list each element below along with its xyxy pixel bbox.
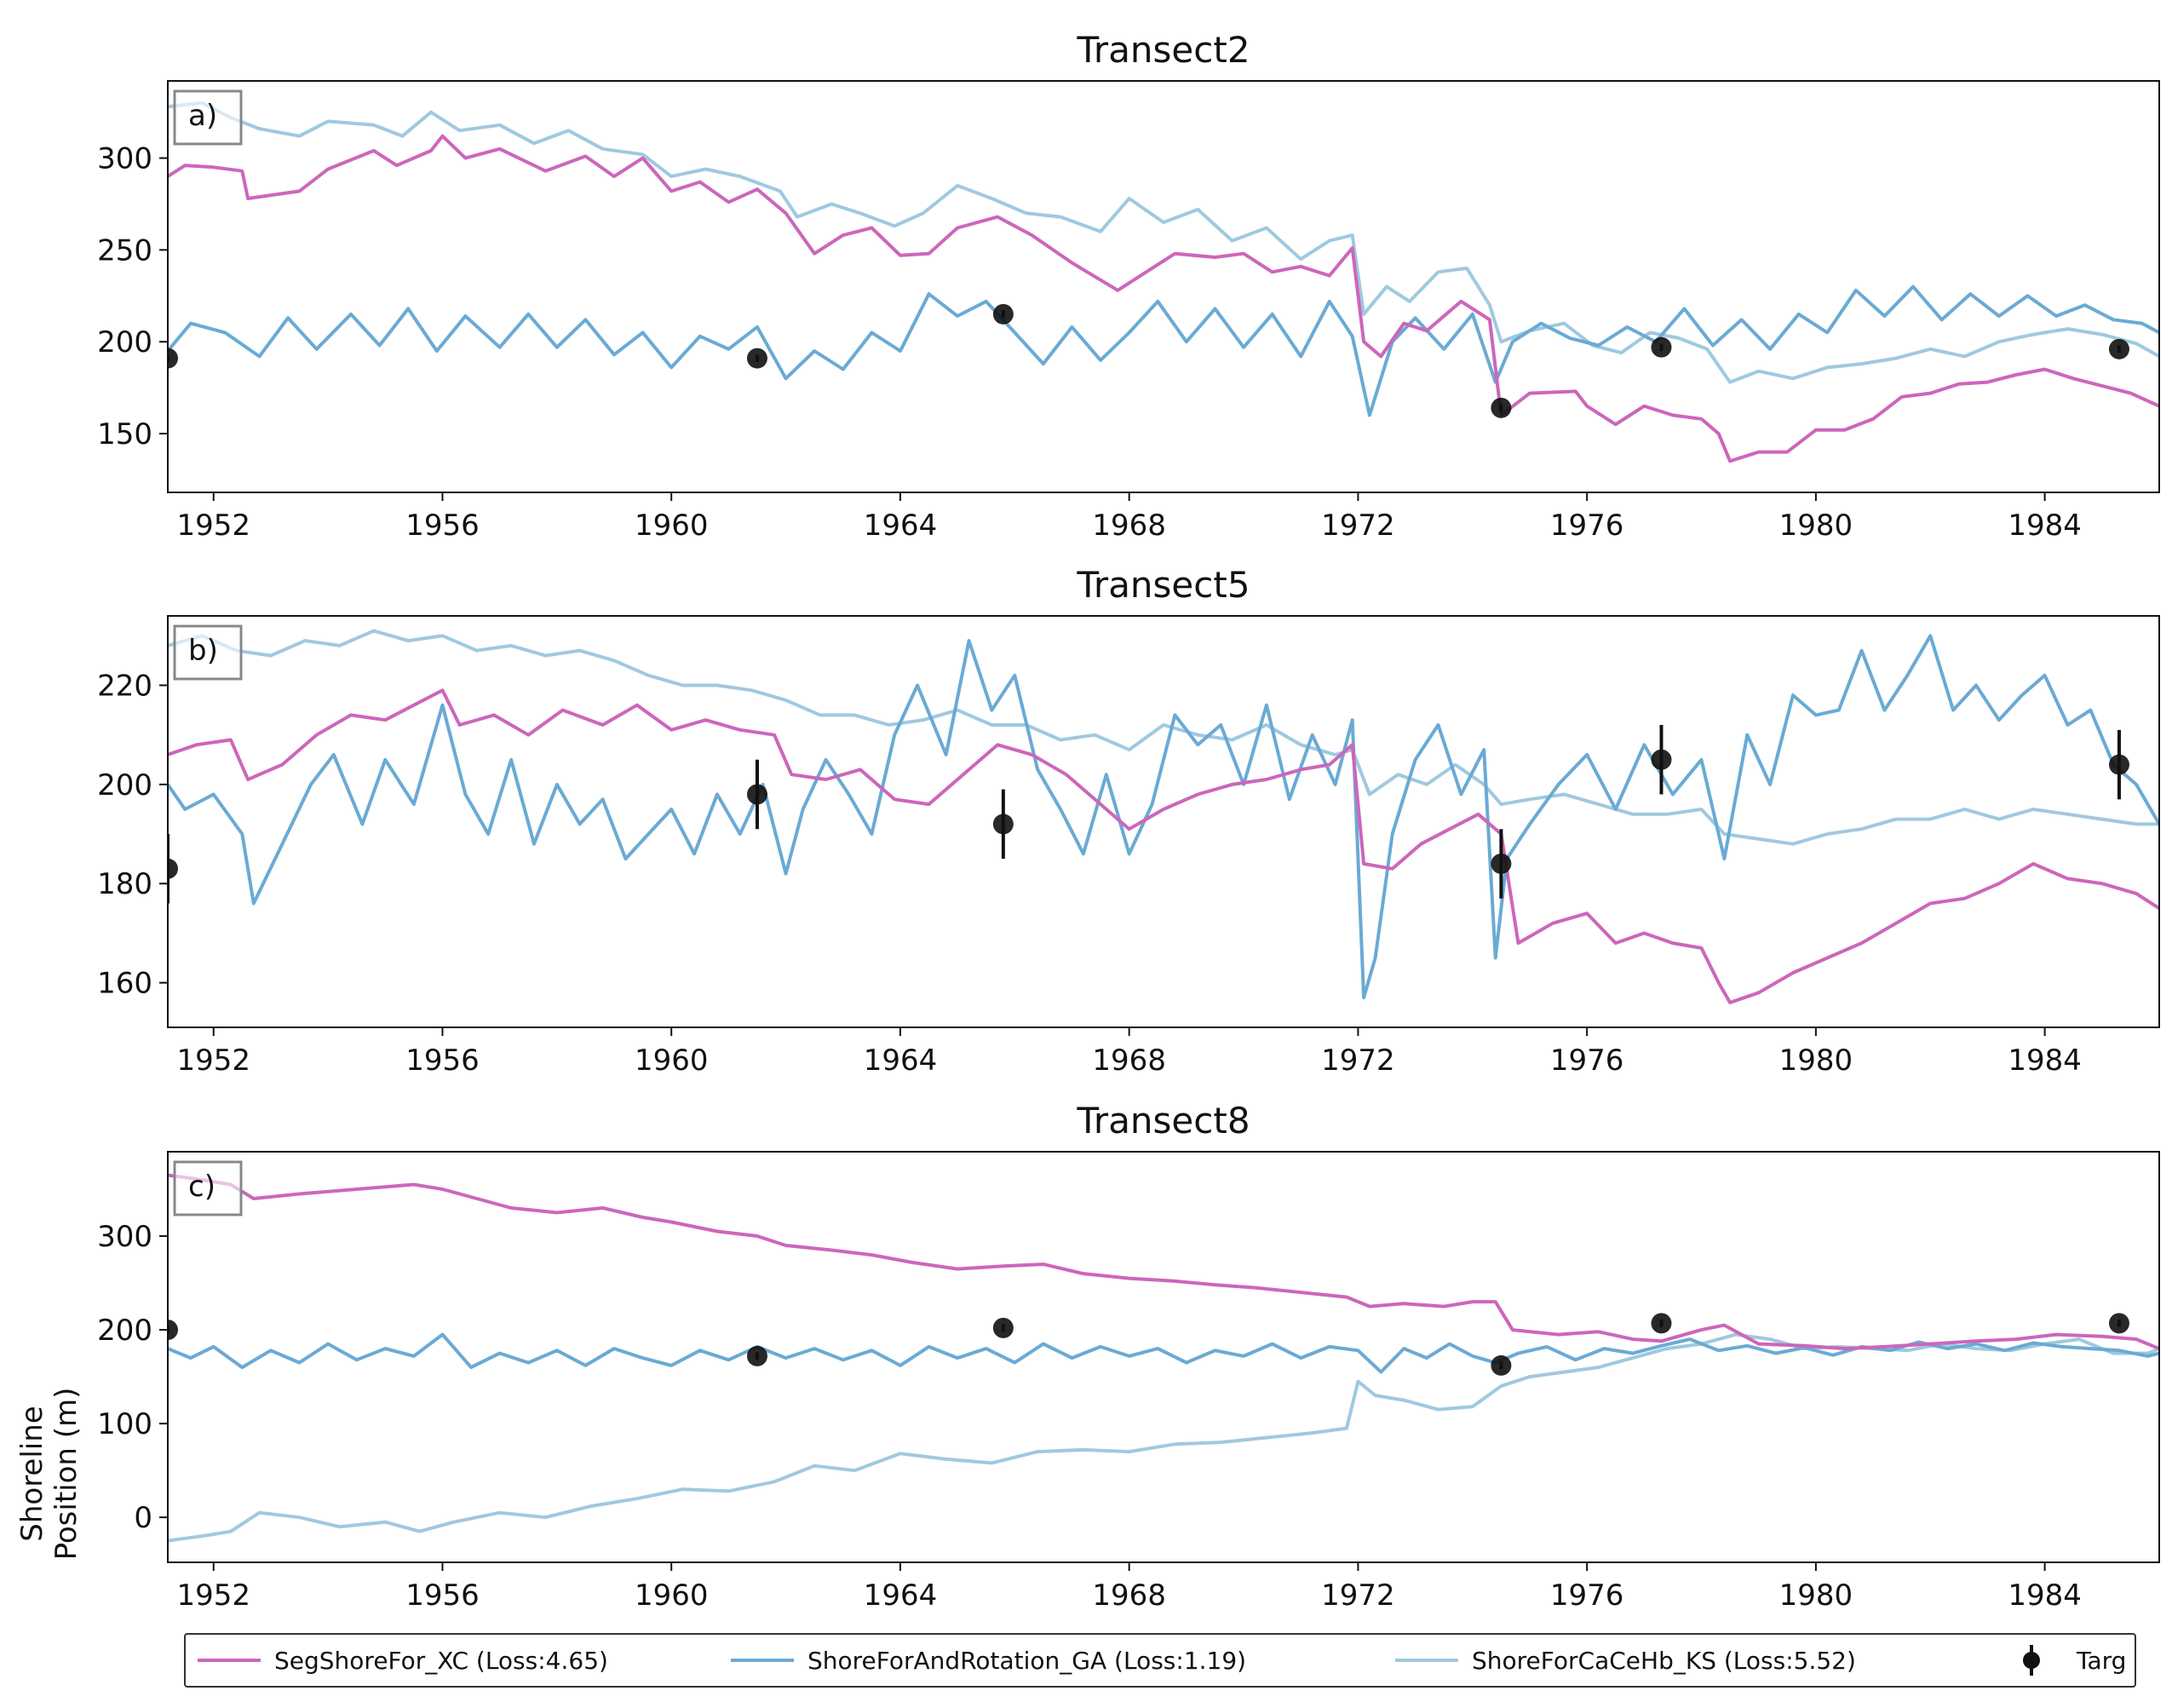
target-point <box>2108 338 2129 359</box>
legend-label-shoreforcacehb: ShoreForCaCeHb_KS (Loss:5.52) <box>1472 1646 1856 1675</box>
target-point <box>992 303 1014 325</box>
panel-title: Transect5 <box>1076 564 1250 606</box>
series-line-SegShoreFor_XC <box>168 688 2159 1004</box>
x-tick-label: 1960 <box>635 1579 709 1613</box>
panel-label: a) <box>188 99 217 133</box>
legend-swatch-segshorefor <box>198 1659 261 1662</box>
target-point <box>168 1320 178 1341</box>
legend-swatch-shoreforcacehb <box>1395 1659 1458 1662</box>
x-tick-label: 1980 <box>1779 509 1853 543</box>
x-tick-label: 1972 <box>1321 1044 1395 1078</box>
panel-1: Transect2 1952 1956 1960 1964 1968 1972 1976 198… <box>97 29 2160 543</box>
legend-item-shoreforcacehb: ShoreForCaCeHb_KS (Loss:5.52) <box>1395 1635 1856 1686</box>
y-tick-label: 300 <box>97 142 152 176</box>
target-point <box>992 1317 1014 1338</box>
panel-label: b) <box>188 634 218 668</box>
legend-label-targ: Targ <box>2077 1646 2127 1675</box>
target-point <box>168 348 178 369</box>
target-point <box>2108 1313 2129 1334</box>
panel-label-box <box>173 1160 243 1216</box>
series-line-SegShoreFor_XC <box>168 1173 2159 1351</box>
x-tick-label: 1952 <box>176 1044 250 1078</box>
panel-title: Transect2 <box>1076 29 1250 71</box>
target-point <box>746 348 767 369</box>
x-tick-label: 1984 <box>2008 1044 2082 1078</box>
panel-title: Transect8 <box>1076 1100 1250 1142</box>
y-tick-label: 180 <box>97 867 152 901</box>
x-tick-label: 1968 <box>1092 509 1166 543</box>
legend-swatch-targ <box>2000 1639 2063 1682</box>
legend-item-segshorefor: SegShoreFor_XC (Loss:4.65) <box>198 1635 608 1686</box>
x-tick-label: 1968 <box>1092 1579 1166 1613</box>
y-tick-label: 300 <box>97 1220 152 1254</box>
x-tick-label: 1956 <box>405 1044 480 1078</box>
panel-2: Transect5 1952 1956 1960 1964 1968 1972 1976 198… <box>97 564 2160 1078</box>
x-tick-label: 1984 <box>2008 509 2082 543</box>
x-tick-label: 1976 <box>1550 1579 1624 1613</box>
x-tick-label: 1972 <box>1321 509 1395 543</box>
legend: SegShoreFor_XC (Loss:4.65) ShoreForAndRo… <box>184 1633 2136 1688</box>
y-tick-label: 100 <box>97 1407 152 1441</box>
x-tick-label: 1980 <box>1779 1579 1853 1613</box>
target-point <box>1651 1313 1672 1334</box>
x-tick-label: 1972 <box>1321 1579 1395 1613</box>
plot-area <box>168 101 2159 463</box>
series-line-ShoreForAndRotation_GA <box>168 285 2159 417</box>
x-tick-label: 1980 <box>1779 1044 1853 1078</box>
series-line-ShoreForAndRotation_GA <box>168 1332 2159 1374</box>
plot-area <box>168 1173 2159 1543</box>
x-tick-label: 1952 <box>176 509 250 543</box>
x-tick-label: 1956 <box>405 509 480 543</box>
series-line-ShoreForAndRotation_GA <box>168 634 2159 1000</box>
target-point <box>1491 397 1512 418</box>
x-tick-label: 1984 <box>2008 1579 2082 1613</box>
x-tick-label: 1976 <box>1550 509 1624 543</box>
target-point <box>1651 336 1672 358</box>
legend-item-targ: Targ <box>2000 1635 2126 1686</box>
legend-label-segshorefor: SegShoreFor_XC (Loss:4.65) <box>274 1646 608 1675</box>
y-tick-label: 0 <box>134 1501 152 1535</box>
y-tick-label: 220 <box>97 669 152 703</box>
target-point <box>746 784 767 805</box>
legend-item-shoreforandrotation: ShoreForAndRotation_GA (Loss:1.19) <box>731 1635 1246 1686</box>
y-tick-label: 160 <box>97 967 152 1001</box>
x-tick-label: 1952 <box>176 1579 250 1613</box>
target-point <box>2108 754 2129 775</box>
y-tick-label: 250 <box>97 233 152 267</box>
y-axis-label: Shoreline Position (m) <box>15 1387 83 1561</box>
x-tick-label: 1964 <box>864 1044 938 1078</box>
axes-frame <box>167 615 2160 1028</box>
y-tick-label: 200 <box>97 325 152 359</box>
target-point <box>1491 1354 1512 1376</box>
x-tick-label: 1976 <box>1550 1044 1624 1078</box>
series-line-ShoreForCaCeHb_KS <box>168 101 2159 384</box>
x-tick-label: 1964 <box>864 1579 938 1613</box>
panel-label: c) <box>188 1170 215 1204</box>
axes-frame <box>167 1151 2160 1563</box>
x-tick-label: 1964 <box>864 509 938 543</box>
target-point <box>1651 749 1672 770</box>
x-tick-label: 1960 <box>635 1044 709 1078</box>
x-tick-label: 1956 <box>405 1579 480 1613</box>
y-tick-label: 150 <box>97 417 152 451</box>
panel-label-box <box>173 89 243 146</box>
target-point <box>992 814 1014 835</box>
panel-label-box <box>173 624 243 681</box>
target-point <box>168 858 178 879</box>
series-line-SegShoreFor_XC <box>168 134 2159 463</box>
target-point <box>746 1345 767 1366</box>
y-tick-label: 200 <box>97 768 152 802</box>
plot-area <box>168 629 2159 1004</box>
legend-swatch-shoreforandrotation <box>731 1659 794 1662</box>
x-tick-label: 1960 <box>635 509 709 543</box>
x-tick-label: 1968 <box>1092 1044 1166 1078</box>
target-point <box>1491 853 1512 874</box>
series-line-ShoreForCaCeHb_KS <box>168 629 2159 846</box>
axes-frame <box>167 80 2160 493</box>
panel-3: Transect8 1952 1956 1960 1964 1968 1972 1976 198… <box>97 1100 2160 1613</box>
y-tick-label: 200 <box>97 1314 152 1348</box>
series-line-ShoreForCaCeHb_KS <box>168 1332 2159 1543</box>
legend-label-shoreforandrotation: ShoreForAndRotation_GA (Loss:1.19) <box>807 1646 1247 1675</box>
